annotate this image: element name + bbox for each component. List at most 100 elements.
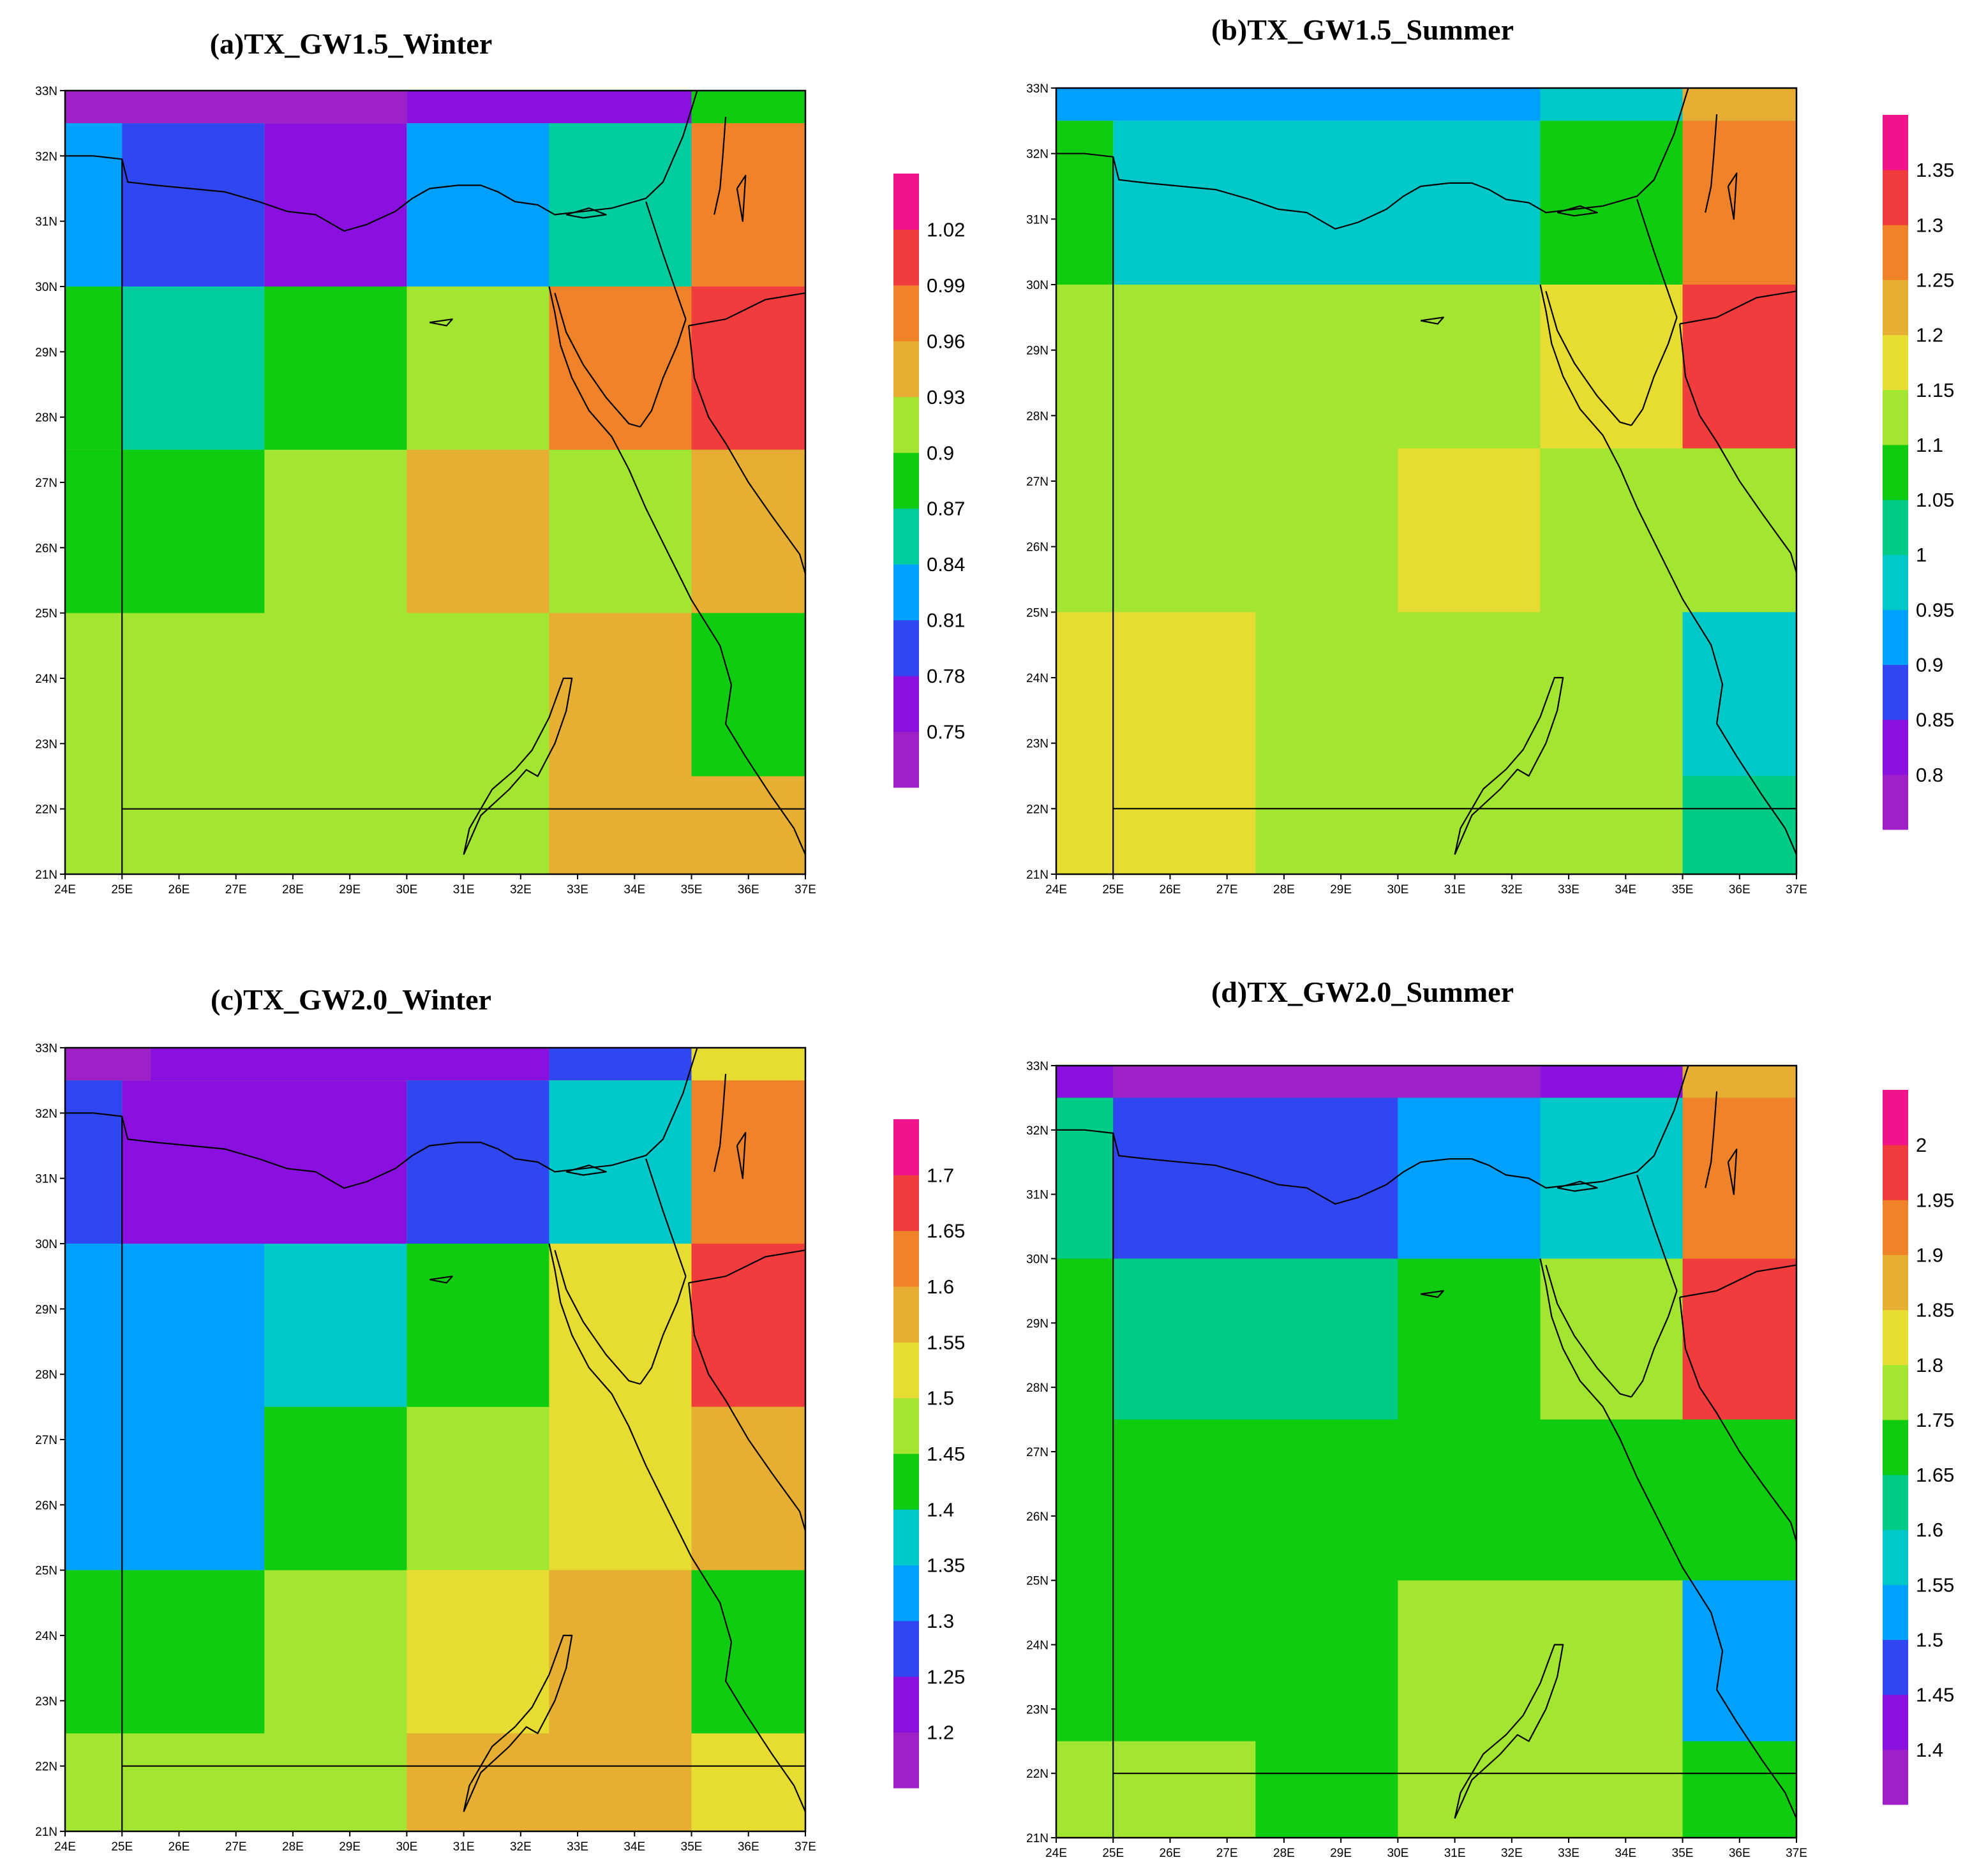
coastline: [554, 1249, 641, 1385]
y-tick-label: 30N: [1026, 279, 1049, 292]
panel-b: (b)TX_GW1.5_Summer 24E 25E 26E 27E 28E 29E 30E…: [989, 0, 1978, 938]
grid-cell: [65, 287, 123, 450]
grid-cell: [1682, 1258, 1796, 1420]
grid-cell: [1682, 285, 1796, 449]
grid-cell: [407, 1080, 549, 1244]
grid-cell: [1398, 448, 1541, 613]
coastline: [1454, 676, 1564, 855]
y-tick-label: 33N: [1026, 1060, 1049, 1073]
grid-cell: [1056, 88, 1541, 121]
y-tick-label: 26N: [1026, 541, 1049, 555]
x-tick-label: 37E: [795, 1840, 816, 1854]
coastline: [1727, 1149, 1738, 1195]
x-tick-label: 31E: [1444, 883, 1466, 897]
colorbar-label: 2: [1916, 1134, 1927, 1156]
y-tick-label: 22N: [1026, 803, 1049, 816]
grid-cell: [65, 123, 123, 287]
grid-cell: [65, 449, 265, 613]
coastline: [688, 292, 806, 327]
y-tick-label: 28N: [1026, 410, 1049, 423]
coastline: [463, 1634, 573, 1812]
y-tick-label: 27N: [35, 477, 57, 490]
coastline: [736, 174, 747, 222]
map-plot: 24E 25E 26E 27E 28E 29E 30E 31E 32E 33E 34E 35E 36E 3…: [1026, 1060, 1954, 1860]
colorbar-segment: [893, 1397, 919, 1454]
panel-title: (b)TX_GW1.5_Summer: [1211, 13, 1514, 46]
y-tick-label: 29N: [1026, 345, 1049, 358]
x-tick-label: 36E: [738, 883, 759, 897]
grid-cell: [122, 287, 265, 450]
x-tick-label: 37E: [795, 883, 816, 897]
grid-cell: [1113, 1258, 1398, 1420]
colorbar-segment: [1883, 664, 1908, 720]
coastline: [548, 286, 807, 855]
grid-cell: [691, 1048, 805, 1081]
grid-cell: [1682, 121, 1796, 285]
grid-cell: [691, 449, 805, 613]
x-tick-label: 29E: [1330, 883, 1352, 897]
colorbar-segment: [1883, 1254, 1908, 1311]
x-tick-label: 35E: [1672, 1847, 1694, 1860]
coastline: [463, 677, 573, 855]
y-tick-label: 23N: [1026, 738, 1049, 751]
colorbar-segment: [1883, 444, 1908, 500]
coastline: [1557, 205, 1598, 217]
grid-cell: [691, 1570, 805, 1734]
colorbar-label: 1.25: [927, 1665, 965, 1688]
grid-cell: [1682, 1066, 1796, 1098]
grid-cell: [691, 776, 805, 874]
y-tick-label: 26N: [35, 1499, 57, 1512]
panel-d: (d)TX_GW2.0_Summer 24E 25E 26E 27E 28E 29E 30E…: [989, 938, 1978, 1876]
coastline: [565, 207, 607, 219]
y-tick-label: 31N: [35, 1173, 57, 1186]
x-tick-label: 33E: [1558, 883, 1579, 897]
colorbar-label: 1.5: [1916, 1629, 1943, 1651]
y-tick-label: 30N: [35, 281, 57, 294]
colorbar-segment: [1883, 1584, 1908, 1641]
grid-cell: [407, 1244, 549, 1407]
x-tick-label: 25E: [111, 883, 133, 897]
grid-cell: [1056, 612, 1256, 874]
x-tick-label: 24E: [1045, 1847, 1067, 1860]
x-tick-label: 34E: [624, 883, 645, 897]
grid-cell: [691, 1733, 805, 1831]
x-tick-label: 37E: [1786, 883, 1807, 897]
x-tick-label: 33E: [567, 1840, 588, 1854]
y-tick-label: 23N: [35, 738, 57, 751]
y-tick-label: 23N: [35, 1695, 57, 1708]
grid-cell: [549, 287, 692, 450]
colorbar-segment: [1883, 1419, 1908, 1475]
colorbar-label: 1.55: [1916, 1574, 1954, 1596]
colorbar-label: 1.35: [927, 1554, 965, 1577]
colorbar-label: 0.84: [927, 553, 965, 576]
grid-cell: [264, 287, 407, 450]
colorbar-label: 1.02: [927, 218, 965, 241]
y-tick-label: 24N: [35, 673, 57, 686]
coastline: [639, 318, 687, 428]
y-tick-label: 32N: [35, 1107, 57, 1120]
colorbar-label: 0.78: [927, 665, 965, 687]
y-tick-label: 26N: [1026, 1510, 1049, 1524]
x-tick-label: 35E: [1672, 883, 1694, 897]
coastline: [645, 1158, 687, 1277]
y-tick-label: 26N: [35, 542, 57, 555]
grid-cell: [1682, 1098, 1796, 1259]
x-tick-label: 36E: [1729, 1847, 1751, 1860]
y-tick-label: 29N: [35, 1303, 57, 1316]
y-tick-label: 31N: [35, 216, 57, 229]
y-tick-label: 21N: [1026, 1832, 1049, 1845]
x-tick-label: 30E: [1387, 883, 1408, 897]
colorbar-label: 1.4: [1916, 1739, 1943, 1761]
colorbar-label: 1.15: [1916, 379, 1954, 401]
grid-cell: [691, 287, 805, 450]
colorbar-label: 1.7: [927, 1164, 954, 1186]
coastline: [1539, 284, 1798, 855]
colorbar-segment: [893, 1175, 919, 1232]
colorbar-segment: [1883, 115, 1908, 170]
grid-cell: [65, 1244, 265, 1570]
grid-cell: [1398, 1098, 1541, 1259]
y-tick-label: 32N: [1026, 1124, 1049, 1138]
grid-cell: [1540, 1098, 1683, 1259]
grid-cell: [549, 1080, 692, 1244]
x-tick-label: 35E: [681, 1840, 703, 1854]
